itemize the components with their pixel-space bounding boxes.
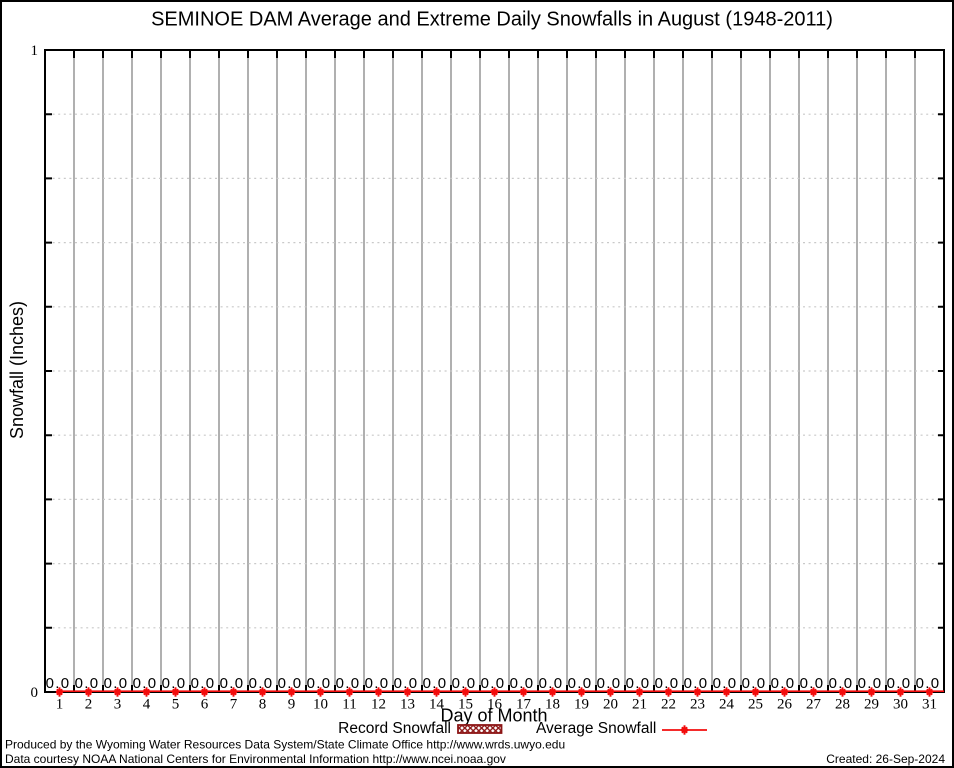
- svg-text:29: 29: [864, 697, 879, 713]
- svg-text:0.0: 0.0: [191, 675, 216, 692]
- svg-text:Snowfall (Inches): Snowfall (Inches): [7, 301, 27, 439]
- svg-text:3: 3: [114, 697, 122, 713]
- svg-text:0.0: 0.0: [713, 675, 738, 692]
- svg-text:25: 25: [748, 697, 763, 713]
- svg-text:8: 8: [259, 697, 267, 713]
- svg-text:10: 10: [313, 697, 328, 713]
- svg-text:0.0: 0.0: [162, 675, 187, 692]
- svg-text:6: 6: [201, 697, 209, 713]
- svg-text:22: 22: [661, 697, 676, 713]
- svg-text:Average Snowfall: Average Snowfall: [536, 720, 656, 737]
- svg-text:0.0: 0.0: [133, 675, 158, 692]
- svg-text:0.0: 0.0: [220, 675, 245, 692]
- svg-text:31: 31: [922, 697, 937, 713]
- svg-text:14: 14: [429, 697, 445, 713]
- svg-text:0.0: 0.0: [539, 675, 564, 692]
- svg-text:0.0: 0.0: [742, 675, 767, 692]
- svg-text:1: 1: [31, 43, 39, 59]
- svg-text:0.0: 0.0: [510, 675, 535, 692]
- svg-text:0.0: 0.0: [336, 675, 361, 692]
- svg-text:0.0: 0.0: [684, 675, 709, 692]
- svg-text:0.0: 0.0: [365, 675, 390, 692]
- svg-text:0.0: 0.0: [307, 675, 332, 692]
- svg-text:0.0: 0.0: [568, 675, 593, 692]
- svg-text:27: 27: [806, 697, 822, 713]
- svg-text:19: 19: [574, 697, 589, 713]
- svg-text:20: 20: [603, 697, 618, 713]
- svg-text:Produced by the Wyoming Water: Produced by the Wyoming Water Resources …: [5, 738, 565, 752]
- svg-text:21: 21: [632, 697, 647, 713]
- svg-text:0.0: 0.0: [46, 675, 71, 692]
- svg-text:13: 13: [400, 697, 415, 713]
- svg-text:0.0: 0.0: [75, 675, 100, 692]
- svg-text:0.0: 0.0: [771, 675, 796, 692]
- svg-text:0: 0: [31, 685, 39, 701]
- svg-text:0.0: 0.0: [626, 675, 651, 692]
- svg-text:0.0: 0.0: [452, 675, 477, 692]
- svg-text:9: 9: [288, 697, 296, 713]
- svg-text:23: 23: [690, 697, 705, 713]
- svg-text:18: 18: [545, 697, 560, 713]
- svg-text:12: 12: [371, 697, 386, 713]
- svg-text:0.0: 0.0: [249, 675, 274, 692]
- svg-text:5: 5: [172, 697, 180, 713]
- svg-text:0.0: 0.0: [916, 675, 941, 692]
- svg-text:0.0: 0.0: [278, 675, 303, 692]
- svg-text:2: 2: [85, 697, 93, 713]
- svg-text:Day of Month: Day of Month: [440, 706, 547, 726]
- svg-text:7: 7: [230, 697, 238, 713]
- svg-text:0.0: 0.0: [423, 675, 448, 692]
- svg-text:SEMINOE DAM Average and Extrem: SEMINOE DAM Average and Extreme Daily Sn…: [151, 9, 833, 31]
- svg-text:28: 28: [835, 697, 850, 713]
- svg-text:15: 15: [458, 697, 473, 713]
- svg-text:24: 24: [719, 697, 735, 713]
- svg-text:Record Snowfall: Record Snowfall: [338, 720, 451, 737]
- svg-text:1: 1: [56, 697, 64, 713]
- svg-text:0.0: 0.0: [597, 675, 622, 692]
- svg-text:0.0: 0.0: [481, 675, 506, 692]
- svg-text:0.0: 0.0: [887, 675, 912, 692]
- svg-text:0.0: 0.0: [394, 675, 419, 692]
- svg-text:26: 26: [777, 697, 793, 713]
- svg-text:30: 30: [893, 697, 908, 713]
- svg-text:Created: 26-Sep-2024: Created: 26-Sep-2024: [826, 752, 945, 766]
- svg-text:16: 16: [487, 697, 503, 713]
- svg-text:4: 4: [143, 697, 151, 713]
- svg-text:0.0: 0.0: [829, 675, 854, 692]
- svg-text:0.0: 0.0: [104, 675, 129, 692]
- svg-text:Data courtesy NOAA National Ce: Data courtesy NOAA National Centers for …: [5, 752, 506, 766]
- svg-text:17: 17: [516, 697, 532, 713]
- svg-text:11: 11: [342, 697, 356, 713]
- svg-text:0.0: 0.0: [800, 675, 825, 692]
- svg-text:0.0: 0.0: [858, 675, 883, 692]
- svg-text:0.0: 0.0: [655, 675, 680, 692]
